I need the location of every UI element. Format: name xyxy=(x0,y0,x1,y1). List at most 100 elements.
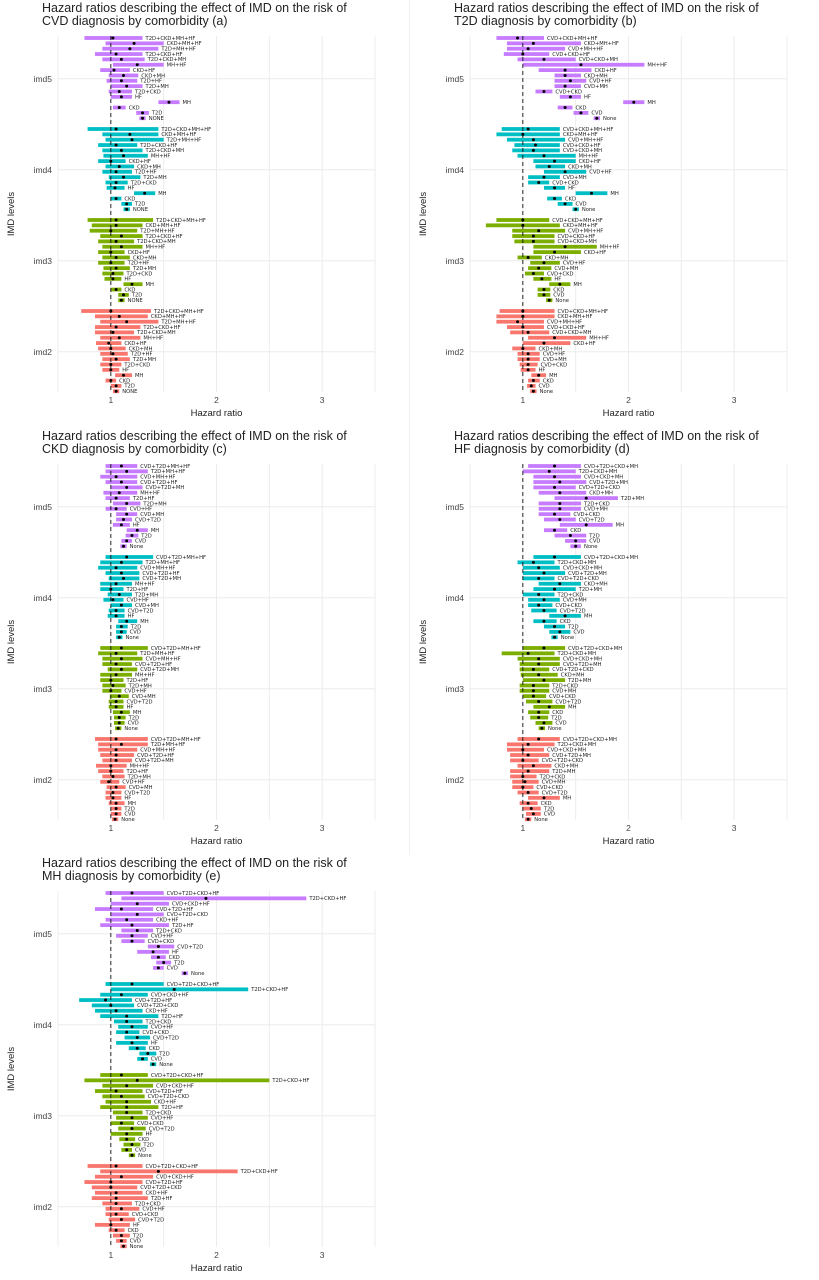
hr-point xyxy=(558,501,562,505)
hr-point xyxy=(563,170,567,174)
comorbidity-label: CVD xyxy=(555,721,566,727)
ci-bar xyxy=(94,1089,143,1093)
comorbidity-label: CVD+MH xyxy=(132,694,156,700)
comorbidity-label: MH xyxy=(584,614,592,620)
hr-point xyxy=(563,202,567,206)
comorbidity-label: T2D+CKD+HF xyxy=(145,52,183,58)
comorbidity-label: CVD xyxy=(544,812,555,818)
comorbidity-label: CVD+T2D+CKD xyxy=(552,667,593,673)
comorbidity-label: T2D+CKD+MH xyxy=(557,560,597,566)
hr-point xyxy=(119,667,123,671)
comorbidity-label: MH xyxy=(610,191,618,197)
comorbidity-label: CVD+CKD xyxy=(555,603,582,609)
ci-bar xyxy=(100,319,159,324)
hr-point xyxy=(531,148,535,152)
hr-point xyxy=(119,710,123,714)
comorbidity-label: CVD+T2D xyxy=(560,608,586,614)
hr-point xyxy=(151,950,155,954)
comorbidity-label: CKD+MH xyxy=(589,491,613,497)
hr-point xyxy=(114,609,118,612)
ci-bar xyxy=(105,891,164,895)
hr-point xyxy=(563,73,567,77)
hr-point xyxy=(531,389,535,393)
ci-bar xyxy=(522,341,571,345)
comorbidity-label: CVD+CKD xyxy=(142,1030,169,1036)
comorbidity-label: T2D+HF xyxy=(171,923,194,929)
comorbidity-label: CKD xyxy=(560,619,571,625)
hr-point xyxy=(579,111,583,115)
chart-title-line: Hazard ratios describing the effect of I… xyxy=(42,1,347,15)
hr-point xyxy=(542,90,546,93)
hr-point xyxy=(553,186,557,190)
comorbidity-label: CKD+MH xyxy=(568,164,592,170)
comorbidity-label: T2D+CKD xyxy=(145,1019,172,1025)
hr-point xyxy=(542,57,546,61)
comorbidity-label: CVD+CKD xyxy=(573,512,600,518)
comorbidity-label: T2D+HF xyxy=(127,261,150,267)
hr-point xyxy=(553,336,557,340)
ci-bar xyxy=(506,41,581,46)
hr-point xyxy=(156,945,160,948)
comorbidity-label: CVD+CKD xyxy=(137,1121,164,1127)
comorbidity-label: CVD xyxy=(124,812,135,818)
comorbidity-label: CVD+MH xyxy=(563,175,587,181)
comorbidity-label: CVD+HF xyxy=(151,1116,173,1122)
ci-bar xyxy=(100,923,169,927)
comorbidity-label: T2D xyxy=(130,624,141,630)
ci-bar xyxy=(506,137,566,142)
hr-point xyxy=(125,1030,129,1034)
hr-point xyxy=(130,1041,134,1045)
hr-point xyxy=(542,796,546,800)
hr-point xyxy=(584,523,588,527)
hr-point xyxy=(130,1116,134,1120)
hr-point xyxy=(114,475,118,479)
comorbidity-label: CKD xyxy=(149,1046,160,1052)
hr-point xyxy=(114,582,118,586)
hr-point xyxy=(135,1046,139,1050)
comorbidity-label: CVD+T2D xyxy=(177,944,203,950)
hr-point xyxy=(109,159,113,163)
ci-bar xyxy=(499,309,555,313)
hr-point xyxy=(135,912,139,916)
hr-point xyxy=(117,721,121,725)
hr-point xyxy=(526,769,530,773)
comorbidity-label: CVD+HF xyxy=(130,507,152,513)
ci-bar xyxy=(528,603,553,608)
x-tick-label: 3 xyxy=(320,823,325,833)
hr-point xyxy=(558,507,562,511)
comorbidity-label: HF xyxy=(124,796,131,802)
comorbidity-label: T2D xyxy=(123,806,134,812)
comorbidity-label: CVD+T2D+MH xyxy=(552,753,591,759)
hr-point xyxy=(109,250,113,254)
hr-point xyxy=(130,1143,134,1147)
x-tick-label: 3 xyxy=(732,395,737,405)
ci-bar xyxy=(98,565,138,570)
hr-point xyxy=(135,63,139,67)
comorbidity-label: CKD+MH+HF xyxy=(563,132,598,138)
comorbidity-label: CVD+CKD xyxy=(536,785,563,791)
hr-point xyxy=(130,138,134,142)
x-axis-title: Hazard ratio xyxy=(191,408,243,419)
hr-point xyxy=(526,801,530,805)
comorbidity-label: T2D+CKD+MH+HF xyxy=(153,309,204,315)
hr-point xyxy=(111,352,115,356)
comorbidity-label: CVD+T2D xyxy=(149,1126,175,1132)
hr-point xyxy=(119,1234,123,1238)
comorbidity-label: CVD+T2D+CKD+MH xyxy=(568,646,622,652)
comorbidity-label: T2D+MH+HF xyxy=(139,651,174,657)
comorbidity-label: CKD+MH xyxy=(554,764,578,770)
comorbidity-label: CVD+CKD+HF xyxy=(156,1084,194,1090)
ci-bar xyxy=(102,57,145,62)
hr-point xyxy=(531,234,535,238)
comorbidity-label: MH+HF xyxy=(589,336,609,342)
x-axis-title: Hazard ratio xyxy=(603,408,655,419)
comorbidity-label: MH+HF xyxy=(167,63,187,69)
y-tick-label: imd3 xyxy=(34,1111,53,1121)
x-tick-label: 1 xyxy=(108,395,113,405)
hr-point xyxy=(114,785,118,789)
ci-bar xyxy=(121,896,307,901)
comorbidity-label: CVD+T2D+MH+HF xyxy=(151,646,201,652)
forest-plot-c-svg: Hazard ratios describing the effect of I… xyxy=(6,429,376,847)
ci-bar xyxy=(105,1099,151,1104)
hr-point xyxy=(109,229,113,233)
